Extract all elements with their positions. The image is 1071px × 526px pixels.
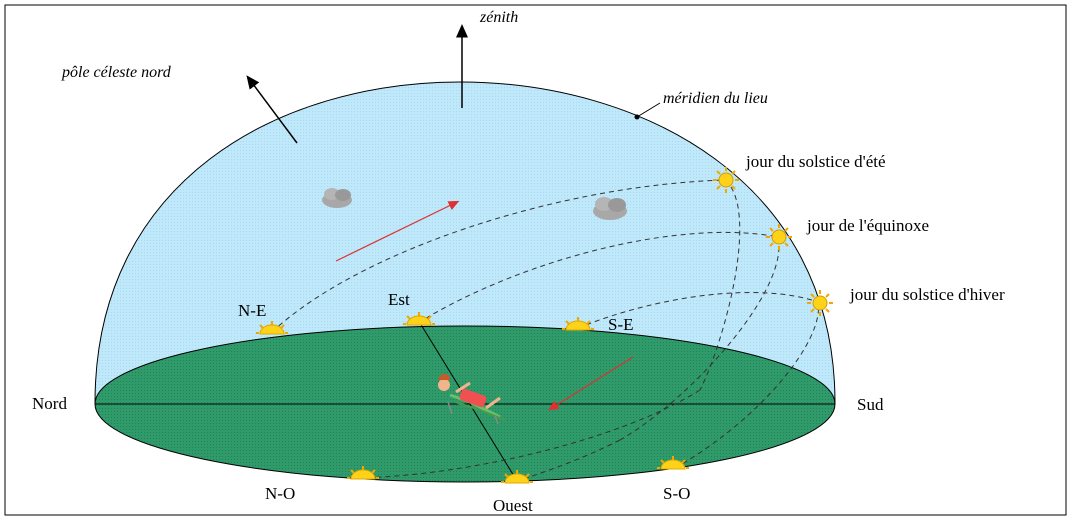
motion-arrow-rising: [335, 200, 460, 262]
south-label: Sud: [857, 395, 884, 414]
summer-setting-path: [359, 389, 701, 479]
meridian-label: méridien du lieu: [663, 90, 768, 107]
southeast-label: S-E: [608, 315, 634, 334]
northeast-label: N-E: [238, 301, 266, 320]
north-label: Nord: [32, 394, 67, 413]
equinox-label: jour de l'équinoxe: [806, 216, 929, 235]
sky-dome: [94, 81, 836, 404]
cloud-icon: [593, 197, 627, 220]
west-label: Ouest: [493, 496, 533, 515]
north-pole-label: pôle céleste nord: [61, 64, 172, 81]
northwest-label: N-O: [265, 484, 295, 503]
equinox-path: [417, 231, 780, 441]
frame-border: [4, 4, 1067, 516]
north-pole-arrow: [246, 75, 298, 144]
summer-solstice-label: jour du solstice d'été: [745, 152, 886, 171]
cloud-icon: [322, 188, 352, 208]
zenith-label: zénith: [479, 9, 518, 26]
meridian-leader: [636, 102, 661, 118]
winter-solstice-label: jour du solstice d'hiver: [849, 285, 1005, 304]
southwest-label: S-O: [663, 484, 690, 503]
east-label: Est: [388, 290, 410, 309]
sunbather-icon: [438, 374, 506, 425]
summer-solstice-path: [271, 179, 741, 391]
motion-arrow-setting: [547, 356, 634, 411]
